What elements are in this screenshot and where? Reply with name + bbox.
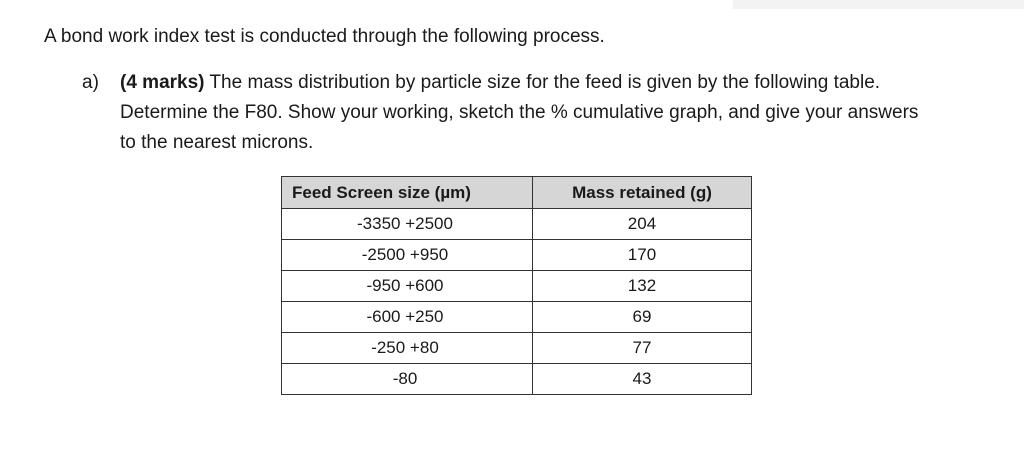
cell-size: -80 — [281, 363, 533, 395]
question-line-2: Determine the F80. Show your working, sk… — [120, 102, 919, 123]
header-feed-screen-size: Feed Screen size (µm) — [281, 176, 533, 209]
table-row: -2500 +950 170 — [281, 239, 753, 271]
top-edge-strip — [733, 0, 1024, 9]
question-label: a) — [82, 72, 99, 93]
intro-text: A bond work index test is conducted thro… — [44, 26, 605, 47]
cell-size: -250 +80 — [281, 332, 533, 364]
question-line-1-rest: The mass distribution by particle size f… — [204, 72, 881, 93]
cell-mass: 204 — [531, 208, 753, 240]
cell-mass: 170 — [531, 239, 753, 271]
question-line-1: (4 marks) The mass distribution by parti… — [120, 68, 1005, 98]
cell-size: -950 +600 — [281, 270, 533, 302]
cell-mass: 43 — [531, 363, 753, 395]
cell-mass: 77 — [531, 332, 753, 364]
question-line-3: to the nearest microns. — [120, 132, 314, 153]
feed-distribution-table: Feed Screen size (µm) Mass retained (g) … — [281, 176, 753, 395]
header-mass-retained: Mass retained (g) — [531, 176, 753, 209]
table-header-row: Feed Screen size (µm) Mass retained (g) — [281, 176, 753, 209]
cell-size: -2500 +950 — [281, 239, 533, 271]
cell-mass: 69 — [531, 301, 753, 333]
table-row: -600 +250 69 — [281, 301, 753, 333]
cell-size: -600 +250 — [281, 301, 533, 333]
question-marks: (4 marks) — [120, 72, 205, 93]
table-row: -80 43 — [281, 363, 753, 395]
cell-mass: 132 — [531, 270, 753, 302]
cell-size: -3350 +2500 — [281, 208, 533, 240]
table-row: -250 +80 77 — [281, 332, 753, 364]
table-row: -950 +600 132 — [281, 270, 753, 302]
table-row: -3350 +2500 204 — [281, 208, 753, 240]
question-text: (4 marks) The mass distribution by parti… — [120, 68, 1005, 158]
